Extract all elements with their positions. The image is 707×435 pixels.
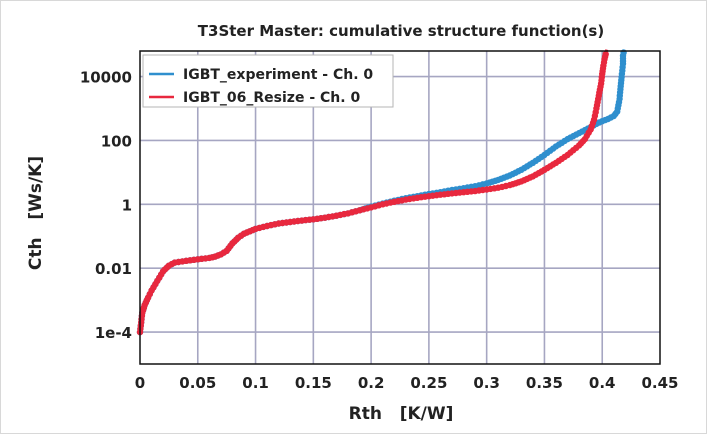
x-tick-label: 0.25 — [410, 374, 447, 392]
series-layer — [136, 49, 627, 336]
x-tick-label: 0.15 — [295, 374, 332, 392]
x-axis-label: Rth [K/W] — [349, 404, 454, 424]
x-tick-label: 0.3 — [473, 374, 500, 392]
x-tick-label: 0.05 — [179, 374, 216, 392]
legend-label-resize: IGBT_06_Resize - Ch. 0 — [183, 90, 360, 106]
plot-border — [139, 50, 661, 365]
x-tick-label: 0.35 — [526, 374, 563, 392]
x-axis-ticks: 0 0.05 0.1 0.15 0.2 0.25 0.3 0.35 0.4 0.45 — [135, 374, 679, 392]
y-axis-ticks: 1e-4 0.01 1 100 10000 — [80, 69, 132, 343]
y-tick-label: 0.01 — [95, 260, 132, 278]
x-tick-label: 0.45 — [641, 374, 678, 392]
legend-label-experiment: IGBT_experiment - Ch. 0 — [183, 67, 373, 83]
x-tick-label: 0.1 — [242, 374, 269, 392]
y-tick-label: 1e-4 — [95, 324, 132, 342]
y-axis-label: Cth [Ws/K] — [26, 156, 46, 270]
y-tick-label: 10000 — [80, 69, 132, 87]
legend: IGBT_experiment - Ch. 0 IGBT_06_Resize -… — [142, 54, 394, 108]
x-tick-label: 0.2 — [358, 374, 385, 392]
y-tick-label: 1 — [122, 196, 132, 214]
data-point-resize — [602, 51, 609, 58]
legend-box — [142, 54, 394, 108]
series-resize — [136, 49, 609, 336]
chart-title: T3Ster Master: cumulative structure func… — [198, 22, 604, 40]
x-tick-label: 0 — [135, 374, 145, 392]
y-tick-label: 100 — [101, 132, 132, 150]
x-tick-label: 0.4 — [589, 374, 616, 392]
